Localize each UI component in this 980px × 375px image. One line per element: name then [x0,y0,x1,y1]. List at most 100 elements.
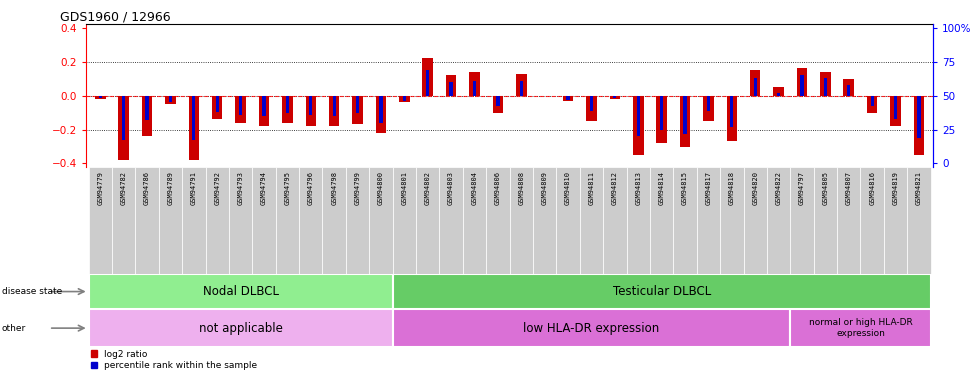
Bar [346,167,369,274]
Text: GSM94799: GSM94799 [355,171,361,205]
Text: disease state: disease state [2,287,62,296]
Text: GSM94813: GSM94813 [635,171,641,205]
Text: GSM94789: GSM94789 [168,171,173,205]
Bar [426,70,429,96]
Bar [777,93,780,96]
Bar [450,82,453,96]
Text: GSM94818: GSM94818 [729,171,735,205]
Text: GSM94796: GSM94796 [308,171,314,205]
Bar [88,167,112,274]
Bar [837,167,860,274]
Bar [754,78,757,96]
Legend: log2 ratio, percentile rank within the sample: log2 ratio, percentile rank within the s… [91,350,258,370]
Bar [697,167,720,274]
Bar [192,96,195,140]
Bar [206,167,229,274]
Text: GSM94800: GSM94800 [378,171,384,205]
Text: GSM94805: GSM94805 [822,171,828,205]
Bar [469,72,480,96]
Bar [590,96,593,111]
Bar [403,96,406,101]
Bar [282,96,293,123]
Bar [393,167,416,274]
Bar [135,167,159,274]
Bar [650,167,673,274]
Bar [235,96,246,123]
Bar [610,96,620,99]
Text: GSM94819: GSM94819 [893,171,899,205]
Text: Testicular DLBCL: Testicular DLBCL [612,285,710,298]
Bar [824,78,827,96]
Bar [801,75,804,96]
Bar [913,96,924,155]
Bar [707,96,710,111]
Text: GSM94821: GSM94821 [916,171,922,205]
Bar [917,96,920,138]
Bar [773,87,784,96]
Bar [95,96,106,99]
Text: low HLA-DR expression: low HLA-DR expression [523,322,660,334]
Bar [720,167,744,274]
Text: GSM94791: GSM94791 [191,171,197,205]
Bar [393,309,790,347]
Bar [563,96,573,101]
Bar [169,96,172,102]
Bar [510,167,533,274]
Text: GSM94786: GSM94786 [144,171,150,205]
Bar [145,96,149,120]
Bar [633,96,644,155]
Bar [870,96,874,106]
Bar [399,96,410,102]
Bar [309,96,313,115]
Bar [159,167,182,274]
Text: GSM94803: GSM94803 [448,171,454,205]
Text: GSM94814: GSM94814 [659,171,664,205]
Bar [446,75,457,96]
Bar [860,167,884,274]
Text: GSM94817: GSM94817 [706,171,711,205]
Bar [884,167,907,274]
Text: GSM94779: GSM94779 [97,171,103,205]
Bar [369,167,393,274]
Bar [730,96,733,127]
Bar [907,167,931,274]
Text: GSM94802: GSM94802 [424,171,431,205]
Bar [726,96,737,141]
Bar [259,96,270,126]
Bar [99,96,102,98]
Bar [119,96,129,160]
Text: GSM94820: GSM94820 [753,171,759,205]
Bar [586,96,597,121]
Bar [637,96,640,136]
Text: GSM94815: GSM94815 [682,171,688,205]
Bar [229,167,252,274]
Bar [375,96,386,133]
Text: GSM94793: GSM94793 [237,171,244,205]
Text: GSM94782: GSM94782 [121,171,126,205]
Text: GSM94804: GSM94804 [471,171,477,205]
Text: not applicable: not applicable [199,322,282,334]
Bar [683,96,687,134]
Bar [422,58,433,96]
Bar [322,167,346,274]
Bar [263,96,266,116]
Text: GSM94808: GSM94808 [518,171,524,205]
Bar [790,167,813,274]
Bar [533,167,557,274]
Bar [299,167,322,274]
Bar [797,69,808,96]
Bar [557,167,580,274]
Text: other: other [2,324,26,333]
Bar [603,167,626,274]
Bar [216,96,219,112]
Bar [496,96,500,106]
Bar [463,167,486,274]
Bar [416,167,439,274]
Text: GSM94812: GSM94812 [612,171,617,205]
Bar [393,274,931,309]
Bar [516,74,526,96]
Bar [673,167,697,274]
Bar [580,167,603,274]
Bar [329,96,339,126]
Bar [252,167,275,274]
